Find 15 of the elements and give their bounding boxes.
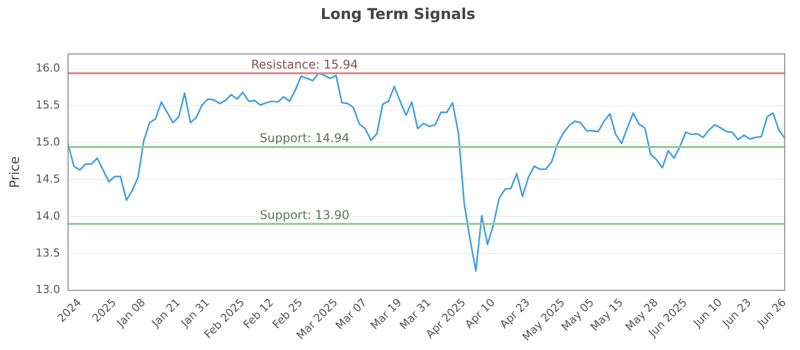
x-tick-label: Jan 08 bbox=[114, 296, 148, 330]
ref-line-label: Support: 14.94 bbox=[260, 131, 350, 146]
x-tick-label: Jun 26 bbox=[754, 296, 789, 330]
ref-line-label: Resistance: 15.94 bbox=[251, 57, 358, 72]
y-tick-label: 15.5 bbox=[36, 98, 60, 112]
y-tick-label: 13.0 bbox=[36, 283, 60, 296]
x-tick-label: Jan 21 bbox=[148, 296, 183, 330]
y-tick-label: 14.0 bbox=[36, 209, 60, 222]
y-tick-label: 15.0 bbox=[36, 135, 60, 148]
ref-line-label: Support: 13.90 bbox=[260, 208, 350, 222]
y-tick-label: 14.5 bbox=[36, 172, 60, 186]
chart-title: Long Term Signals bbox=[320, 4, 476, 23]
y-tick-label: 13.5 bbox=[36, 246, 60, 260]
y-axis-title: Price bbox=[8, 156, 24, 188]
y-tick-label: 16.0 bbox=[36, 62, 60, 75]
